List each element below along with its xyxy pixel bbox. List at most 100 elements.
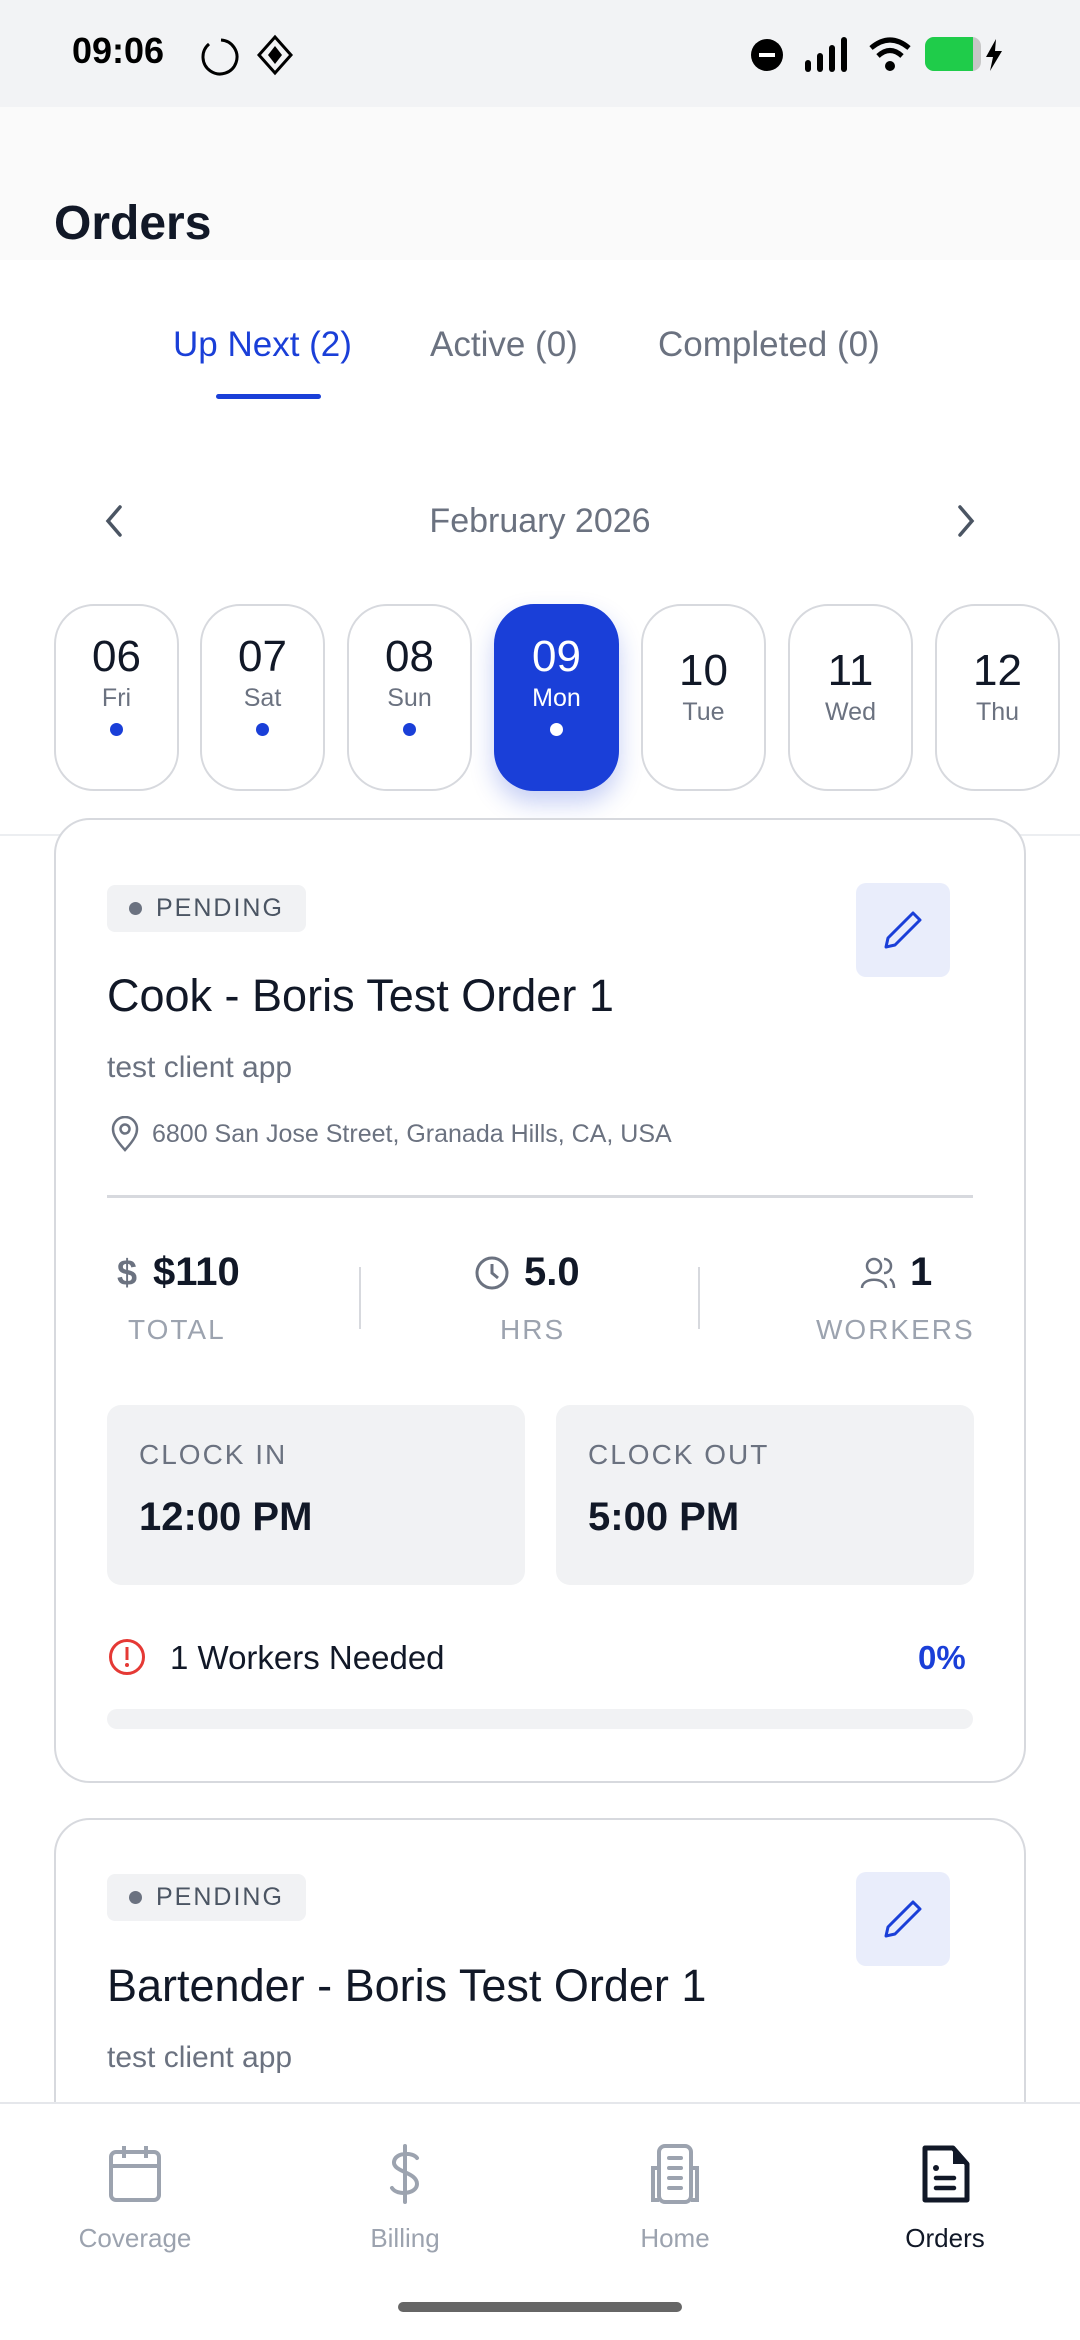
date-weekday: Sun xyxy=(387,684,432,712)
date-09[interactable]: 09 Mon xyxy=(494,604,619,791)
nav-label: Orders xyxy=(905,2223,985,2253)
svg-text:$: $ xyxy=(117,1253,137,1293)
divider xyxy=(107,1195,973,1198)
building-icon xyxy=(651,2144,699,2204)
order-title: Bartender - Boris Test Order 1 xyxy=(107,1960,707,2011)
status-time: 09:06 xyxy=(72,30,165,71)
date-number: 10 xyxy=(679,646,728,695)
date-weekday: Mon xyxy=(532,684,581,712)
document-icon xyxy=(922,2145,970,2203)
loading-icon xyxy=(201,38,239,76)
date-number: 06 xyxy=(92,632,141,681)
workers-needed: 1 Workers Needed xyxy=(170,1639,445,1676)
pencil-icon xyxy=(884,1900,922,1938)
dnd-icon xyxy=(751,39,783,71)
date-weekday: Thu xyxy=(975,698,1020,726)
date-08[interactable]: 08 Sun xyxy=(347,604,472,791)
edit-order-button[interactable] xyxy=(856,1872,950,1966)
total-label: TOTAL xyxy=(128,1314,226,1345)
clock-in-box: CLOCK IN 12:00 PM xyxy=(107,1405,525,1585)
active-tab-indicator xyxy=(216,394,321,399)
total-amount: $110 xyxy=(153,1250,240,1294)
date-weekday: Tue xyxy=(682,698,725,726)
month-label: February 2026 xyxy=(429,502,651,540)
has-orders-dot-icon xyxy=(256,723,269,736)
status-text: PENDING xyxy=(156,1883,284,1911)
charging-bolt-icon xyxy=(986,39,1002,71)
tab-up-next[interactable]: Up Next (2) xyxy=(173,325,352,364)
address-text: 6800 San Jose Street, Granada Hills, CA,… xyxy=(152,1119,672,1148)
nav-billing[interactable]: Billing xyxy=(270,2144,540,2254)
workers-label: WORKERS xyxy=(816,1314,975,1345)
clock-out-time: 5:00 PM xyxy=(588,1495,740,1539)
status-dot-icon xyxy=(129,1891,142,1904)
nav-home[interactable]: Home xyxy=(540,2144,810,2254)
date-weekday: Sat xyxy=(243,684,282,712)
prev-month-icon[interactable] xyxy=(100,503,130,539)
calendar-icon xyxy=(109,2146,161,2202)
order-card[interactable] xyxy=(54,818,1026,1783)
clock-icon xyxy=(475,1256,509,1289)
users-icon xyxy=(860,1257,896,1288)
hours-value: 5.0 xyxy=(474,1250,580,1295)
date-weekday: Wed xyxy=(825,698,876,726)
tab-active[interactable]: Active (0) xyxy=(430,325,578,364)
date-06[interactable]: 06 Fri xyxy=(54,604,179,791)
home-indicator[interactable] xyxy=(398,2302,682,2312)
date-number: 09 xyxy=(532,632,581,681)
edit-order-button[interactable] xyxy=(856,883,950,977)
date-12[interactable]: 12 Thu xyxy=(935,604,1060,791)
dollar-icon xyxy=(390,2144,420,2204)
nav-coverage[interactable]: Coverage xyxy=(0,2144,270,2254)
date-number: 11 xyxy=(827,646,874,695)
date-number: 12 xyxy=(973,646,1022,695)
order-title: Cook - Boris Test Order 1 xyxy=(107,970,614,1021)
date-11[interactable]: 11 Wed xyxy=(788,604,913,791)
hours-amount: 5.0 xyxy=(524,1250,580,1294)
clock-out-box: CLOCK OUT 5:00 PM xyxy=(556,1405,974,1585)
date-10[interactable]: 10 Tue xyxy=(641,604,766,791)
app-diamond-icon xyxy=(256,34,294,76)
date-weekday: Fri xyxy=(101,684,132,712)
status-bar: 09:06 xyxy=(0,0,1080,107)
nav-label: Coverage xyxy=(78,2223,192,2253)
divider xyxy=(698,1267,700,1329)
hours-label: HRS xyxy=(500,1314,566,1345)
header xyxy=(0,107,1080,260)
order-client: test client app xyxy=(107,1051,293,1084)
page-title: Orders xyxy=(54,197,212,250)
status-badge: PENDING xyxy=(107,885,306,932)
signal-icon xyxy=(805,37,847,72)
date-07[interactable]: 07 Sat xyxy=(200,604,325,791)
status-text: PENDING xyxy=(156,894,284,922)
next-month-icon[interactable] xyxy=(950,503,980,539)
tab-completed[interactable]: Completed (0) xyxy=(658,325,880,364)
battery-icon xyxy=(925,37,981,71)
total-value: $ $110 xyxy=(115,1250,240,1295)
has-orders-dot-icon xyxy=(110,723,123,736)
status-dot-icon xyxy=(129,902,142,915)
clock-in-time: 12:00 PM xyxy=(139,1495,313,1539)
wifi-icon xyxy=(869,37,911,71)
dollar-icon: $ xyxy=(117,1253,137,1293)
clock-out-label: CLOCK OUT xyxy=(588,1439,770,1470)
nav-label: Home xyxy=(640,2223,710,2253)
divider xyxy=(359,1267,361,1329)
fill-progress-bar xyxy=(107,1709,973,1729)
bottom-nav: Coverage Billing Home Orders xyxy=(0,2102,1080,2340)
nav-label: Billing xyxy=(370,2223,440,2253)
clock-in-label: CLOCK IN xyxy=(139,1439,288,1470)
alert-icon xyxy=(109,1639,145,1675)
has-orders-dot-icon xyxy=(550,723,563,736)
pencil-icon xyxy=(884,911,922,949)
workers-value: 1 xyxy=(860,1250,932,1295)
fill-percent: 0% xyxy=(918,1639,966,1676)
workers-amount: 1 xyxy=(910,1250,933,1294)
location-pin-icon xyxy=(111,1116,139,1152)
date-number: 08 xyxy=(385,632,434,681)
status-badge: PENDING xyxy=(107,1874,306,1921)
has-orders-dot-icon xyxy=(403,723,416,736)
nav-orders[interactable]: Orders xyxy=(810,2144,1080,2254)
order-address: 6800 San Jose Street, Granada Hills, CA,… xyxy=(110,1116,672,1152)
date-number: 07 xyxy=(238,632,287,681)
